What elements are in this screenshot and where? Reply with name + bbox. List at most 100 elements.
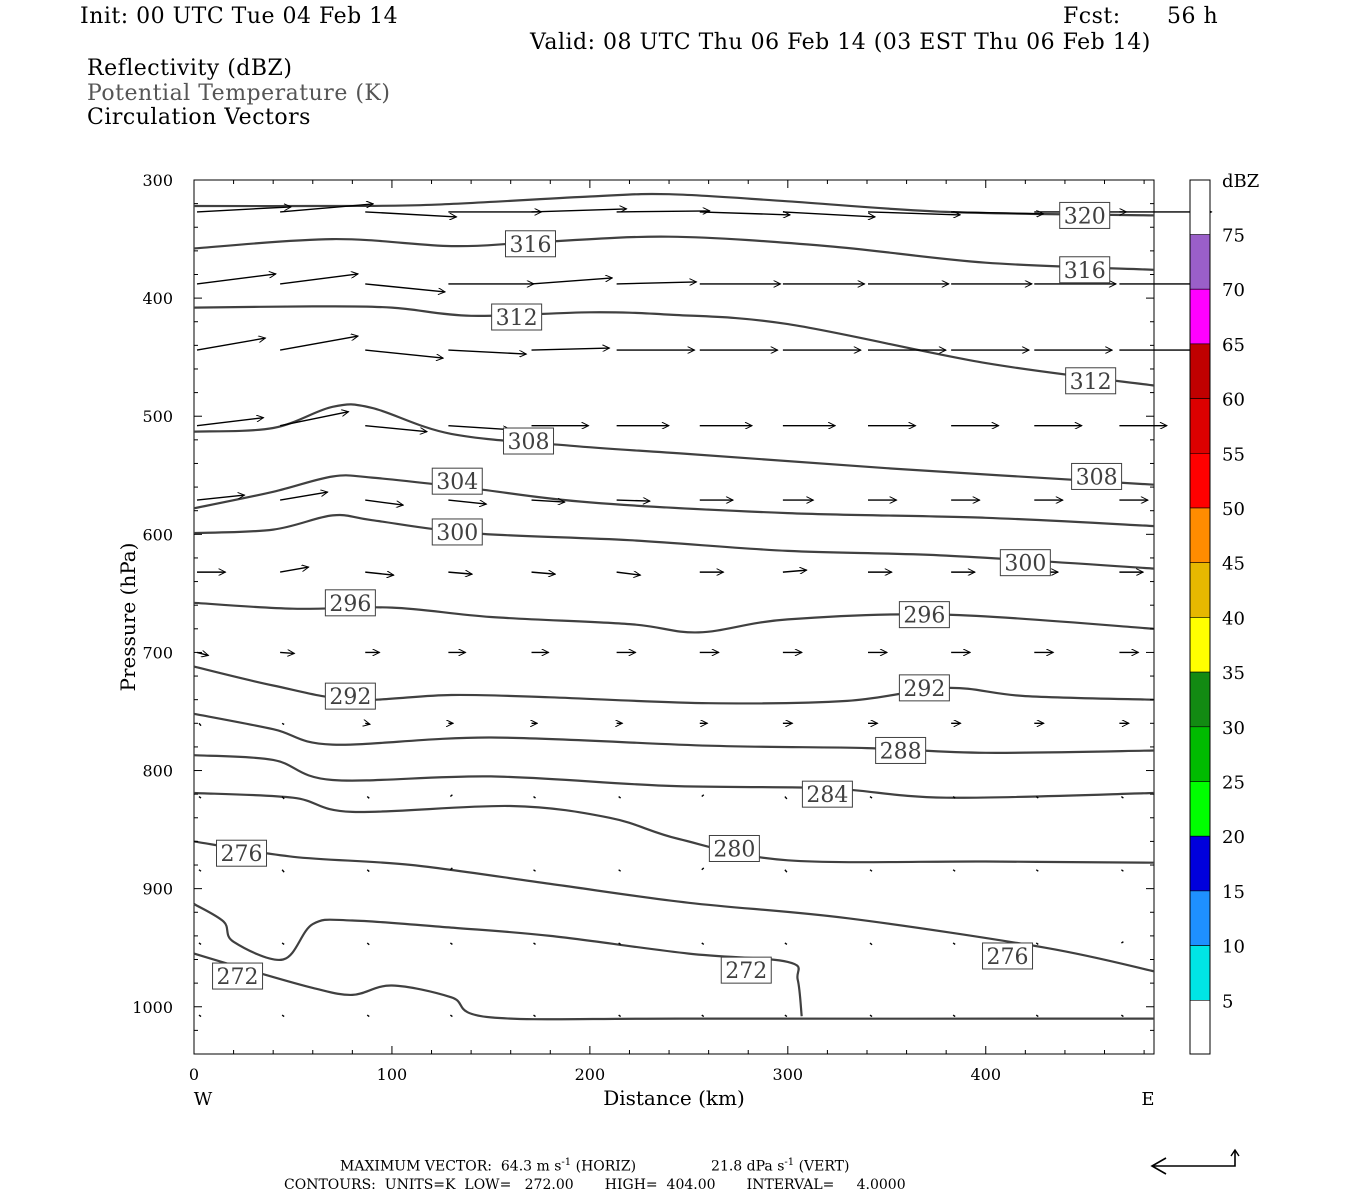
circulation-vector: [279, 412, 348, 427]
contour-label: 272: [725, 959, 767, 984]
contour-line-272-pocket: [193, 903, 803, 1017]
y-axis-label: Pressure (hPa): [116, 543, 140, 692]
contour-label: 296: [329, 592, 371, 617]
circulation-vector: [365, 349, 443, 358]
reference-vector-vert-head: [1230, 1148, 1240, 1157]
contour-label-box: [720, 956, 772, 984]
contour-label-box: [708, 834, 760, 862]
colorbar-segment: [1189, 726, 1211, 782]
forecast-hours: 56 h: [1167, 4, 1219, 29]
circulation-vector: [952, 795, 956, 799]
layer-circulation-vectors: Circulation Vectors: [87, 105, 311, 130]
circulation-vector: [196, 418, 264, 427]
circulation-vector: [531, 572, 556, 574]
circulation-vector: [618, 795, 622, 799]
circulation-vector: [1035, 1014, 1039, 1018]
contour-label: 272: [217, 965, 259, 990]
colorbar-outline: [1189, 179, 1211, 1055]
contour-label: 292: [329, 685, 371, 710]
circulation-vector: [196, 338, 265, 351]
contour-label-box: [324, 589, 376, 617]
colorbar-label: 75: [1222, 226, 1245, 247]
forecast-label: Fcst:: [1063, 4, 1121, 29]
circulation-vector: [533, 795, 536, 799]
circulation-vector: [533, 942, 536, 946]
colorbar-segment: [1189, 343, 1211, 399]
circulation-vector: [196, 207, 291, 213]
contour-label: 308: [508, 430, 550, 455]
circulation-vector: [1035, 942, 1039, 946]
layer-potential-temperature: Potential Temperature (K): [87, 81, 391, 106]
circulation-vector: [701, 1014, 705, 1018]
y-tick-label: 500: [142, 407, 173, 426]
circulation-vector: [281, 722, 285, 726]
reference-vector-arrow: [1152, 1150, 1236, 1167]
contour-label: 284: [806, 783, 848, 808]
circulation-vector: [784, 869, 788, 873]
colorbar-segment: [1189, 507, 1211, 564]
colorbar-label: 10: [1222, 937, 1245, 958]
y-tick-label: 300: [142, 171, 173, 190]
circulation-vector: [281, 1014, 285, 1018]
circulation-vector: [365, 499, 403, 505]
circulation-vector: [784, 1014, 788, 1018]
contour-label: 312: [1070, 370, 1112, 395]
contour-label: 276: [987, 945, 1029, 970]
circulation-vector: [366, 796, 370, 799]
circulation-vector: [280, 274, 358, 285]
circulation-vector: [699, 212, 790, 215]
circulation-vector: [616, 572, 641, 575]
circulation-vector: [869, 1014, 873, 1018]
contour-label-box: [324, 682, 376, 710]
contour-label-box: [1059, 201, 1111, 229]
circulation-vector: [701, 867, 705, 871]
contour-label-box: [999, 549, 1051, 577]
circulation-vector: [365, 572, 394, 575]
circulation-vector: [198, 795, 202, 799]
circulation-vector: [366, 869, 370, 873]
circulation-vector: [280, 492, 328, 501]
circulation-vector: [869, 795, 873, 799]
circulation-vector: [1035, 795, 1039, 799]
circulation-vector: [448, 572, 472, 574]
x-end-label-west: W: [194, 1089, 213, 1110]
contour-line-312: [193, 305, 1155, 387]
circulation-vector: [618, 869, 622, 872]
circulation-vector: [618, 942, 622, 946]
colorbar-label: 65: [1222, 335, 1245, 356]
colorbar-label: 5: [1222, 991, 1233, 1012]
contour-label: 312: [496, 306, 538, 331]
contour-label-box: [875, 736, 927, 764]
contour-label-box: [216, 839, 268, 867]
circulation-vector: [784, 796, 788, 800]
contour-label: 308: [1076, 465, 1118, 490]
circulation-vector: [365, 211, 456, 217]
circulation-vector: [448, 424, 510, 430]
circulation-vector: [196, 274, 276, 285]
circulation-vector: [1120, 869, 1124, 872]
maximum-vector-note: MAXIMUM VECTOR: 64.3 m s-1 (HORIZ) 21.8 d…: [340, 1157, 850, 1175]
contour-label: 300: [436, 521, 478, 546]
circulation-vector: [366, 942, 370, 946]
reference-vector-head: [1150, 1157, 1167, 1175]
circulation-vector: [198, 1014, 202, 1018]
circulation-vector: [951, 212, 1043, 214]
contour-label: 300: [1004, 552, 1046, 577]
circulation-vector: [281, 942, 285, 946]
circulation-vector: [782, 211, 875, 217]
contour-label: 280: [713, 837, 755, 862]
circulation-vector: [869, 869, 873, 872]
contour-line-308: [193, 403, 1155, 486]
colorbar-segment: [1189, 835, 1211, 892]
circulation-vector: [531, 278, 613, 285]
colorbar-label: 60: [1222, 390, 1245, 411]
circulation-vector: [449, 794, 453, 798]
contour-label-box: [898, 601, 950, 629]
colorbar-segment: [1189, 234, 1211, 290]
contour-label: 316: [1064, 259, 1106, 284]
contour-label-box: [1071, 462, 1123, 490]
contour-line-288: [193, 712, 1155, 754]
colorbar-label: 55: [1222, 444, 1245, 465]
contour-line-284: [193, 754, 1155, 799]
circulation-vector: [448, 499, 486, 504]
